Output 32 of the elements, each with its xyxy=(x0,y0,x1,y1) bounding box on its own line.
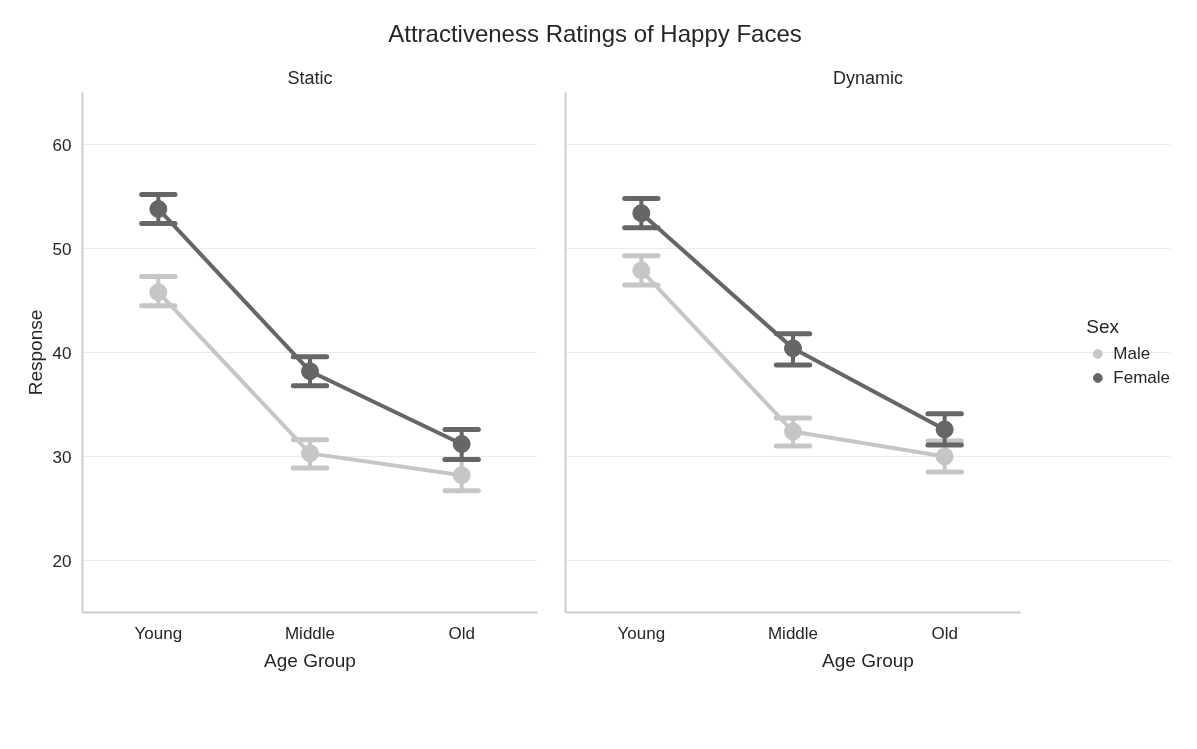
point xyxy=(935,447,954,466)
y-tick-label: 30 xyxy=(52,447,72,467)
x-tick-label: Middle xyxy=(767,623,819,643)
x-tick-label: Old xyxy=(931,623,958,643)
chart-subtitle: Static xyxy=(287,67,333,88)
x-tick-label: Old xyxy=(448,623,475,643)
x-tick-label: Young xyxy=(617,623,666,643)
y-axis-title: Response xyxy=(24,309,46,396)
text: Attractiveness Ratings of Happy Faces xyxy=(388,19,802,49)
point xyxy=(301,444,319,463)
legend-title: Sex xyxy=(1086,315,1121,338)
point xyxy=(784,339,802,358)
x-tick-label: Middle xyxy=(284,623,336,643)
legend-label: Male xyxy=(1113,343,1151,364)
point xyxy=(632,204,651,223)
point xyxy=(149,283,168,302)
x-axis-title: Age Group xyxy=(822,649,914,671)
point xyxy=(301,362,319,381)
y-tick-label: 40 xyxy=(52,343,72,363)
point xyxy=(632,261,651,280)
point xyxy=(149,200,168,218)
legend-label: Female xyxy=(1113,367,1170,388)
point xyxy=(935,420,954,439)
point xyxy=(452,435,471,453)
point xyxy=(452,466,471,485)
y-tick-label: 50 xyxy=(52,239,72,259)
y-tick-label: 60 xyxy=(52,135,72,155)
x-axis-title: Age Group xyxy=(264,649,356,671)
point xyxy=(784,422,802,441)
chart-subtitle: Dynamic xyxy=(832,67,904,88)
y-tick-label: 20 xyxy=(52,551,72,571)
x-tick-label: Young xyxy=(134,623,183,643)
